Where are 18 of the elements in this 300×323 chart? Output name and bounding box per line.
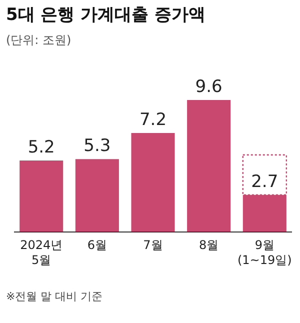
x-tick-label: 8월 (199, 238, 219, 252)
bar (75, 159, 119, 232)
bar (187, 100, 231, 232)
data-label: 5.3 (84, 136, 111, 156)
bar (242, 194, 286, 232)
data-label: 9.6 (195, 77, 222, 97)
text: ※전월 말 대비 기준 (6, 290, 103, 303)
x-tick-label: 6월 (87, 238, 107, 252)
bar (20, 160, 64, 232)
x-tick-label: 7월 (143, 238, 163, 252)
x-tick-label: 2024년 5월 (20, 238, 63, 267)
data-label: 2.7 (251, 172, 278, 192)
bar (131, 133, 175, 232)
data-label: 5.2 (28, 138, 55, 158)
chart-title: 5대 은행 가계대출 증가액 (6, 5, 206, 25)
chart-subtitle: (단위: 조원) (6, 33, 72, 47)
data-label: 7.2 (139, 110, 167, 130)
x-tick-label: 9월 (1~19일) (237, 238, 292, 267)
